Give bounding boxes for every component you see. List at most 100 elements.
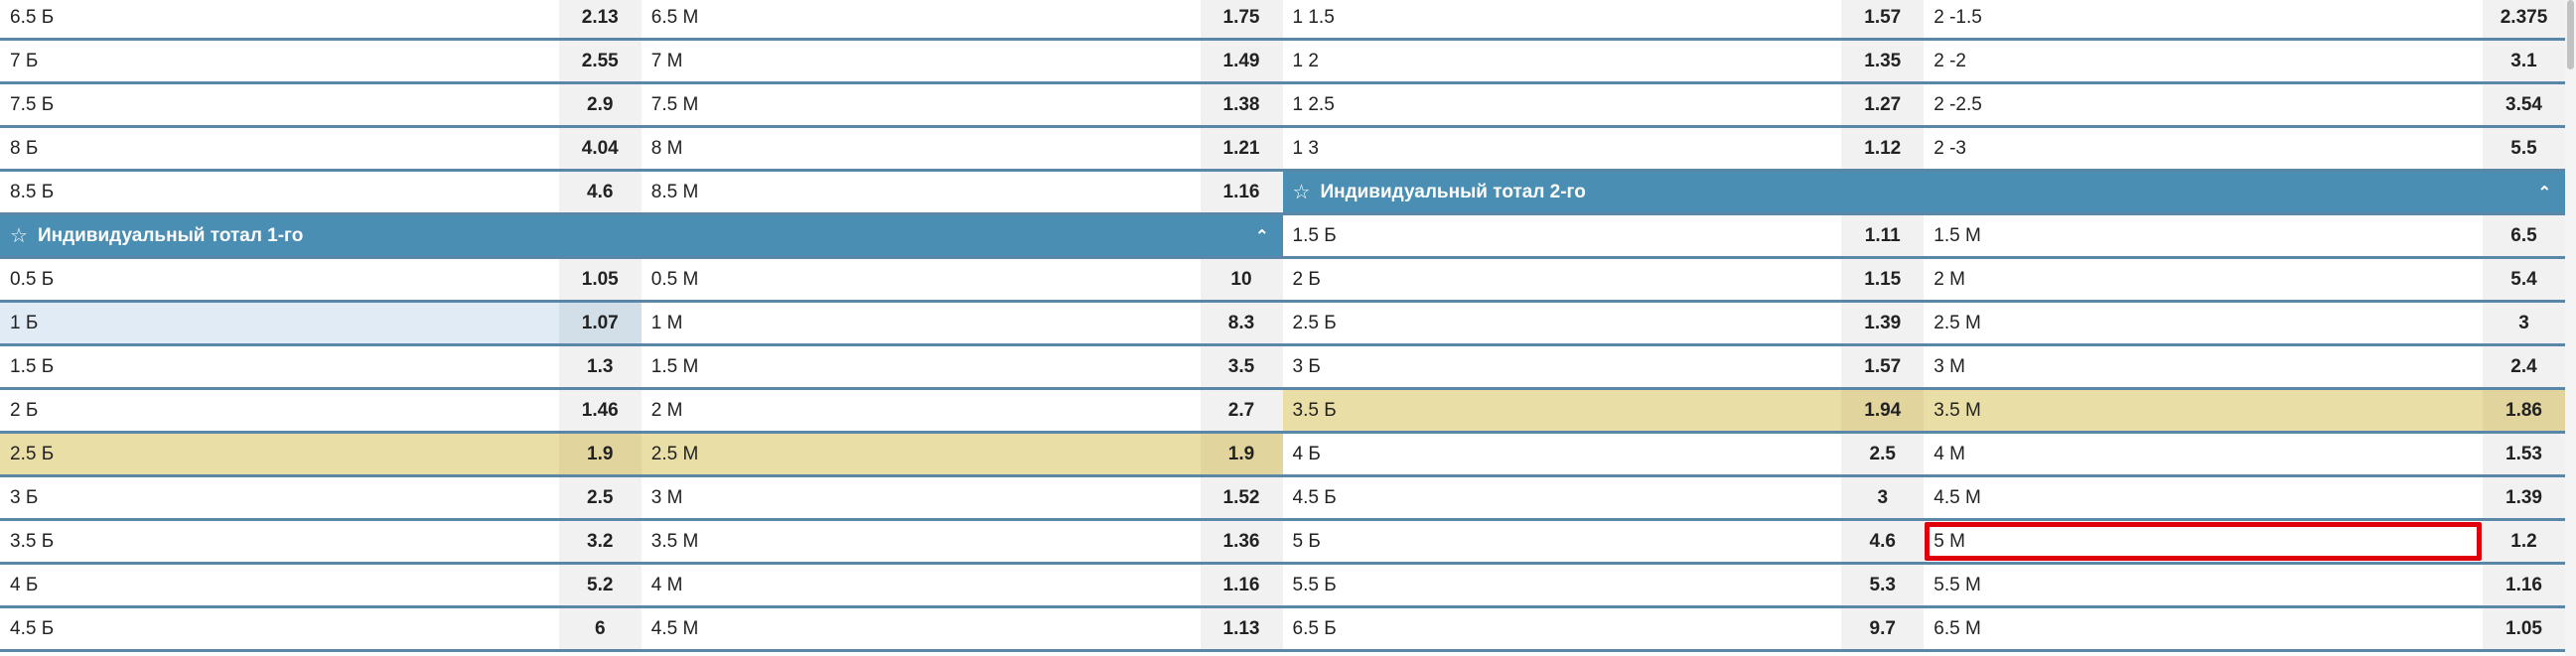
- bet-odds[interactable]: 1.94: [1841, 390, 1925, 431]
- bet-option[interactable]: 1 1.5 1.57: [1283, 0, 1925, 38]
- bet-odds[interactable]: 5.3: [1841, 565, 1925, 605]
- bet-odds[interactable]: 8.3: [1200, 303, 1283, 343]
- bet-option[interactable]: 3 Б 1.57: [1283, 346, 1925, 387]
- bet-odds[interactable]: 4.6: [558, 172, 642, 212]
- bet-odds[interactable]: 2.7: [1200, 390, 1283, 431]
- bet-option[interactable]: 8 Б 4.04: [0, 128, 642, 169]
- bet-option[interactable]: 1.5 Б 1.11: [1283, 215, 1925, 256]
- bet-odds[interactable]: 5.4: [2483, 259, 2565, 300]
- bet-odds[interactable]: 1.57: [1841, 0, 1925, 38]
- bet-option[interactable]: 4.5 Б 6: [0, 608, 642, 649]
- bet-option[interactable]: 3 Б 2.5: [0, 477, 642, 518]
- bet-option[interactable]: 4 Б 2.5: [1283, 434, 1925, 474]
- bet-option[interactable]: 6.5 Б 2.13: [0, 0, 642, 38]
- bet-option[interactable]: 2 М 2.7: [642, 390, 1283, 431]
- star-outline-icon[interactable]: ☆: [10, 225, 28, 247]
- bet-option[interactable]: 6.5 М 1.75: [642, 0, 1283, 38]
- bet-odds[interactable]: 6.5: [2483, 215, 2565, 256]
- bet-odds[interactable]: 1.39: [1841, 303, 1925, 343]
- scrollbar[interactable]: [2565, 0, 2576, 656]
- bet-option[interactable]: 2 Б 1.46: [0, 390, 642, 431]
- chevron-up-icon[interactable]: ⌃: [1255, 227, 1269, 245]
- bet-option[interactable]: 2.5 Б 1.9: [0, 434, 642, 474]
- bet-odds[interactable]: 3.2: [558, 521, 642, 562]
- bet-option[interactable]: 4 М 1.16: [642, 565, 1283, 605]
- bet-odds[interactable]: 2.5: [558, 477, 642, 518]
- bet-option[interactable]: 7.5 М 1.38: [642, 84, 1283, 125]
- bet-odds[interactable]: 1.05: [2483, 608, 2565, 649]
- bet-odds[interactable]: 1.16: [1200, 172, 1283, 212]
- market-header[interactable]: ☆ Индивидуальный тотал 2-го ⌃: [1282, 172, 2565, 215]
- bet-option[interactable]: 1 Б 1.07: [0, 303, 642, 343]
- bet-option[interactable]: 3 М 2.4: [1924, 346, 2565, 387]
- bet-odds[interactable]: 1.12: [1841, 128, 1925, 169]
- bet-option[interactable]: 7 Б 2.55: [0, 41, 642, 81]
- bet-odds[interactable]: 1.13: [1200, 608, 1283, 649]
- bet-odds[interactable]: 6: [558, 608, 642, 649]
- bet-odds[interactable]: 1.35: [1841, 41, 1925, 81]
- bet-option[interactable]: 4.5 М 1.39: [1924, 477, 2565, 518]
- bet-odds[interactable]: 1.05: [558, 259, 642, 300]
- bet-odds[interactable]: 1.27: [1841, 84, 1925, 125]
- bet-odds[interactable]: 1.15: [1841, 259, 1925, 300]
- bet-option[interactable]: 2 -1.5 2.375: [1924, 0, 2565, 38]
- bet-odds[interactable]: 3.54: [2483, 84, 2565, 125]
- bet-odds[interactable]: 2.5: [1841, 434, 1925, 474]
- bet-odds[interactable]: 3: [2483, 303, 2565, 343]
- bet-option[interactable]: 7 М 1.49: [642, 41, 1283, 81]
- scrollbar-thumb[interactable]: [2567, 0, 2574, 69]
- bet-odds[interactable]: 5.2: [558, 565, 642, 605]
- bet-option[interactable]: 1.5 М 3.5: [642, 346, 1283, 387]
- bet-option[interactable]: 5 М 1.2: [1924, 521, 2565, 562]
- bet-odds[interactable]: 5.5: [2483, 128, 2565, 169]
- bet-odds[interactable]: 3: [1841, 477, 1925, 518]
- bet-option[interactable]: 2.5 М 3: [1924, 303, 2565, 343]
- bet-option[interactable]: 3.5 М 1.86: [1924, 390, 2565, 431]
- bet-option[interactable]: 0.5 М 10: [642, 259, 1283, 300]
- bet-option[interactable]: 7.5 Б 2.9: [0, 84, 642, 125]
- market-header[interactable]: ☆ Индивидуальный тотал 1-го ⌃: [0, 215, 1283, 259]
- bet-odds[interactable]: 1.57: [1841, 346, 1925, 387]
- bet-option[interactable]: 6.5 М 1.05: [1924, 608, 2565, 649]
- bet-odds[interactable]: 4.04: [558, 128, 642, 169]
- bet-odds[interactable]: 10: [1200, 259, 1283, 300]
- bet-option[interactable]: 4 Б 5.2: [0, 565, 642, 605]
- bet-odds[interactable]: 1.3: [558, 346, 642, 387]
- bet-option[interactable]: 2.5 М 1.9: [641, 434, 1283, 474]
- bet-option[interactable]: 3.5 Б 1.94: [1282, 390, 1925, 431]
- bet-option[interactable]: 2 Б 1.15: [1283, 259, 1925, 300]
- bet-odds[interactable]: 1.07: [558, 303, 642, 343]
- bet-option[interactable]: 2 М 5.4: [1924, 259, 2565, 300]
- bet-odds[interactable]: 1.21: [1200, 128, 1283, 169]
- bet-option[interactable]: 4.5 Б 3: [1283, 477, 1925, 518]
- bet-odds[interactable]: 1.11: [1841, 215, 1925, 256]
- bet-option[interactable]: 2 -2.5 3.54: [1924, 84, 2565, 125]
- bet-option[interactable]: 8.5 М 1.16: [642, 172, 1283, 212]
- bet-option[interactable]: 1.5 М 6.5: [1924, 215, 2565, 256]
- bet-odds[interactable]: 1.16: [2483, 565, 2565, 605]
- bet-odds[interactable]: 4.6: [1841, 521, 1925, 562]
- bet-odds[interactable]: 1.38: [1200, 84, 1283, 125]
- bet-option[interactable]: 1.5 Б 1.3: [0, 346, 642, 387]
- bet-odds[interactable]: 1.9: [558, 434, 642, 474]
- bet-odds[interactable]: 2.9: [558, 84, 642, 125]
- bet-odds[interactable]: 1.16: [1200, 565, 1283, 605]
- bet-odds[interactable]: 2.4: [2483, 346, 2565, 387]
- bet-option[interactable]: 3.5 М 1.36: [642, 521, 1283, 562]
- bet-option[interactable]: 2 -2 3.1: [1924, 41, 2565, 81]
- bet-option[interactable]: 0.5 Б 1.05: [0, 259, 642, 300]
- bet-option[interactable]: 5 Б 4.6: [1283, 521, 1925, 562]
- bet-option[interactable]: 1 2 1.35: [1283, 41, 1925, 81]
- bet-odds[interactable]: 1.86: [2483, 390, 2565, 431]
- star-outline-icon[interactable]: ☆: [1292, 182, 1311, 203]
- bet-odds[interactable]: 1.49: [1200, 41, 1283, 81]
- bet-odds[interactable]: 3.5: [1200, 346, 1283, 387]
- bet-option[interactable]: 3.5 Б 3.2: [0, 521, 642, 562]
- bet-option[interactable]: 4.5 М 1.13: [642, 608, 1283, 649]
- bet-option[interactable]: 6.5 Б 9.7: [1283, 608, 1925, 649]
- bet-odds[interactable]: 1.2: [2483, 521, 2565, 562]
- bet-option[interactable]: 4 М 1.53: [1924, 434, 2565, 474]
- bet-option[interactable]: 5.5 Б 5.3: [1283, 565, 1925, 605]
- bet-option[interactable]: 3 М 1.52: [642, 477, 1283, 518]
- bet-option[interactable]: 1 М 8.3: [642, 303, 1283, 343]
